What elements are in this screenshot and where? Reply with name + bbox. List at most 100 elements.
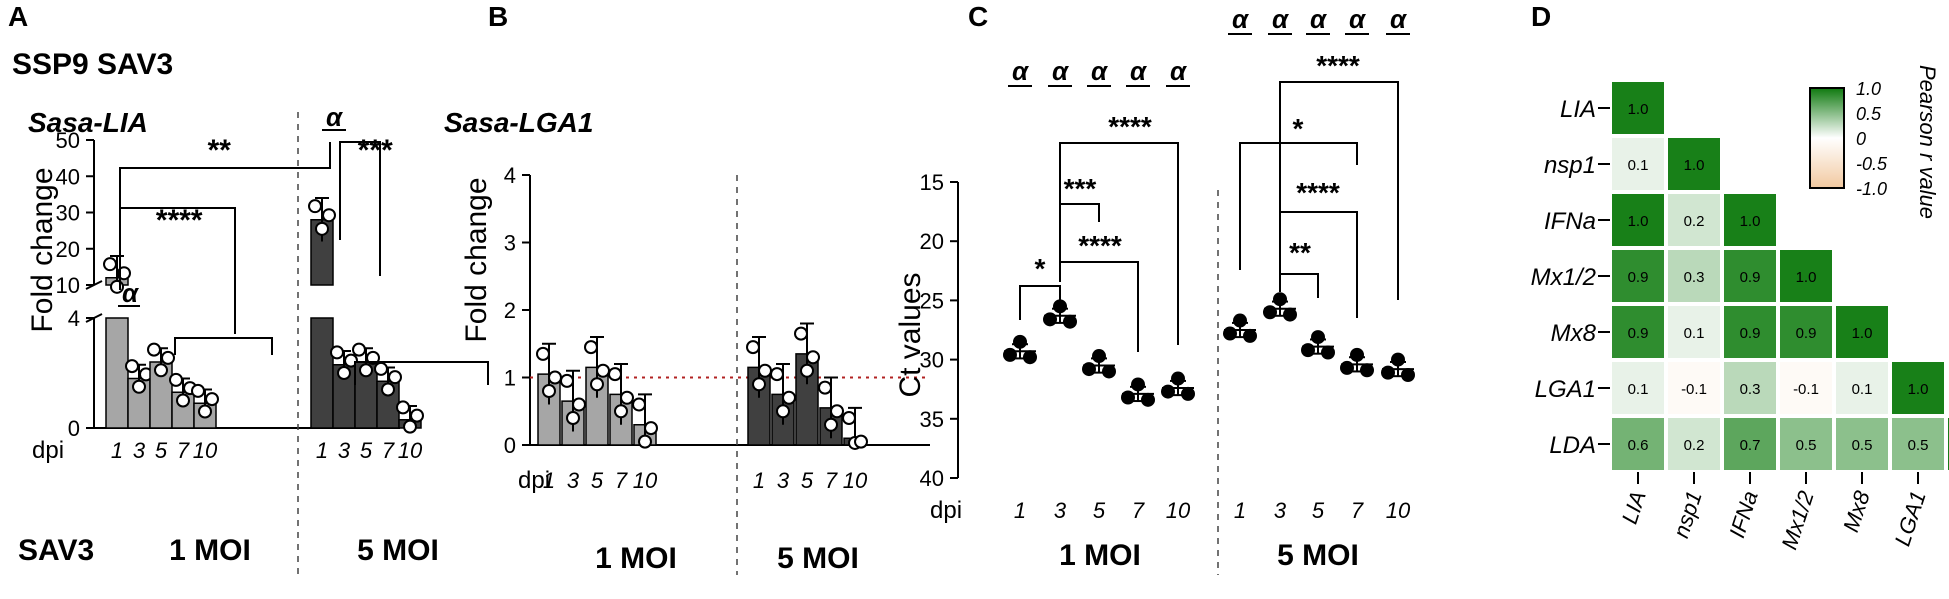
heatmap-cell-value-6-3: 0.5	[1796, 437, 1817, 454]
c-point-1-2-0	[1301, 343, 1315, 358]
c-point-1-3-2	[1360, 363, 1374, 378]
heatmap-cell-4-0	[1612, 306, 1664, 358]
heatmap-cell-3-1	[1668, 250, 1720, 302]
panel-c-ylabel: Ct values	[894, 272, 927, 397]
heatmap-col-label-2: IFNa	[1724, 488, 1763, 541]
a-point-1-4-2	[410, 408, 424, 423]
c-point-1-0-2	[1243, 328, 1257, 343]
sig-c-1moi-triple: ***	[1064, 173, 1097, 204]
a-ytick-label-50: 50	[56, 128, 80, 153]
a-point-0-1-1	[132, 379, 146, 394]
heatmap-row-label-0: LIA	[1560, 96, 1596, 123]
heatmap-cell-value-5-3: -0.1	[1793, 381, 1819, 398]
heatmap-cell-4-4	[1836, 306, 1888, 358]
heatmap-row-label-2: IFNa	[1544, 208, 1596, 235]
panel-letter-a: A	[8, 1, 28, 32]
heatmap-col-label-0: LIA	[1617, 488, 1651, 527]
heatmap-row-label-5: LGA1	[1535, 376, 1596, 403]
a-point-1-0-2	[322, 208, 336, 223]
c-alpha-0-1: α	[1052, 56, 1070, 86]
a-xtick-0-1: 3	[133, 438, 146, 463]
b-xtick-0-0: 1	[543, 468, 555, 493]
c-point-0-1-1	[1053, 299, 1067, 314]
c-ytick-label-35: 35	[920, 407, 944, 432]
heatmap-cell-value-6-1: 0.2	[1684, 437, 1705, 454]
a-point-0-4-2	[205, 392, 219, 407]
panel-a-header: SSP9 SAV3	[12, 48, 173, 81]
a-point-1-0-0	[308, 199, 322, 214]
b-point-0-1-2	[572, 397, 586, 412]
c-alpha-0-3: α	[1130, 56, 1148, 86]
c-point-0-4-2	[1181, 386, 1195, 401]
a-ytick-label-10: 10	[56, 273, 80, 298]
panel-c-yticks: 15 20 25 30 35 40	[920, 170, 958, 491]
panel-c-group-1moi: 1 MOI	[1059, 539, 1141, 572]
heatmap-cell-6-5	[1892, 418, 1944, 470]
a-point-0-3-1	[176, 393, 190, 408]
a-point-1-1-1	[337, 366, 351, 380]
heatmap-col-label-3: Mx1/2	[1776, 488, 1818, 553]
heatmap-cell-value-5-1: -0.1	[1681, 381, 1707, 398]
panel-a-yticks: 0 4 10 20 30 40 50	[56, 128, 103, 441]
c-point-0-3-1	[1131, 377, 1145, 392]
panel-c-alpha-row: α α α α αα α α α α	[1008, 4, 1410, 87]
panel-a-group-5moi: 5 MOI	[357, 534, 439, 567]
b-point-1-3-0	[818, 380, 832, 395]
b-xtick-1-4: 10	[843, 468, 868, 493]
c-ytick-label-25: 25	[920, 288, 944, 313]
a-point-1-2-2	[366, 350, 380, 365]
panel-a-ylabel: Fold change	[26, 167, 59, 332]
c-point-0-1-2	[1063, 314, 1077, 329]
sig-a-alpha-1moi: α	[122, 278, 140, 308]
b-point-1-2-0	[794, 326, 808, 341]
a-point-0-1-0	[125, 359, 139, 374]
c-xtick-0-0: 1	[1014, 498, 1026, 523]
a-xtick-1-1: 3	[338, 438, 351, 463]
a-point-1-0-1	[315, 221, 329, 236]
b-xtick-1-1: 3	[777, 468, 790, 493]
b-xtick-0-4: 10	[633, 468, 658, 493]
b-ytick-label-4: 4	[504, 163, 516, 188]
b-point-1-1-2	[782, 390, 796, 405]
c-point-1-1-1	[1273, 292, 1287, 307]
panel-a-xticks: 1 3 5 7 10 1 3 5 7 10	[111, 438, 423, 463]
c-xtick-1-0: 1	[1234, 498, 1246, 523]
c-xtick-1-3: 7	[1351, 498, 1364, 523]
c-point-1-4-0	[1381, 365, 1395, 380]
c-alpha-0-0: α	[1012, 56, 1030, 86]
a-ytick-label-20: 20	[56, 237, 80, 262]
panel-a-dpi-label: dpi	[32, 437, 64, 464]
legend-tick-4: -1.0	[1856, 179, 1887, 199]
a-ytick-label-4: 4	[68, 306, 80, 331]
heatmap-row-label-4: Mx8	[1551, 320, 1597, 347]
b-ytick-label-3: 3	[504, 231, 516, 256]
b-point-1-2-1	[800, 363, 814, 378]
heatmap-cell-0-0	[1612, 82, 1664, 134]
panel-c-group-5moi: 5 MOI	[1277, 539, 1359, 572]
b-point-0-4-1	[638, 434, 652, 449]
heatmap-cell-value-6-5: 0.5	[1908, 437, 1929, 454]
b-point-0-4-2	[644, 421, 658, 436]
sig-c-1moi-single: *	[1035, 253, 1046, 284]
heatmap-cell-value-0-0: 1.0	[1628, 101, 1649, 118]
heatmap-cell-value-4-0: 0.9	[1628, 325, 1649, 342]
c-alpha-1-0: α	[1232, 4, 1250, 34]
b-point-0-4-0	[632, 397, 646, 412]
legend-ticks: 1.0 0.5 0 -0.5 -1.0	[1856, 79, 1888, 199]
heatmap-row-label-1: nsp1	[1544, 152, 1596, 179]
heatmap-cell-value-3-2: 0.9	[1740, 269, 1761, 286]
b-point-1-4-2	[854, 434, 868, 449]
legend-tick-2: 0	[1856, 129, 1866, 149]
a-point-1-4-1	[403, 419, 417, 434]
a-point-1-3-1	[381, 382, 395, 397]
panel-letter-b: B	[488, 1, 508, 32]
c-xtick-0-1: 3	[1054, 498, 1067, 523]
heatmap-cell-4-1	[1668, 306, 1720, 358]
bracket-c-5moi-3-5	[1279, 273, 1319, 298]
c-point-1-4-2	[1401, 367, 1415, 382]
heatmap-cell-4-2	[1724, 306, 1776, 358]
c-ytick-label-40: 40	[920, 466, 944, 491]
c-ytick-label-15: 15	[920, 170, 944, 195]
b-point-0-2-1	[590, 377, 604, 392]
a-xtick-1-4: 10	[398, 438, 423, 463]
